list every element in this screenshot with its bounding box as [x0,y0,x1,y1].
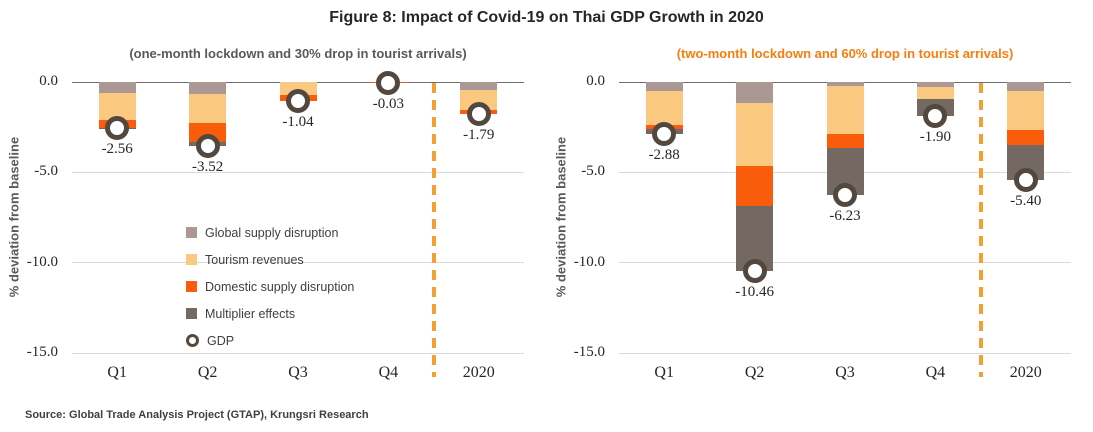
x-axis-label-q4: Q4 [925,364,946,381]
legend-swatch-icon [186,281,197,292]
panel-right-subtitle: (two-month lockdown and 60% drop in tour… [676,46,1014,61]
x-axis-label-q4: Q4 [378,364,399,381]
legend-label: Domestic supply disruption [205,279,355,294]
x-axis-label-q1: Q1 [107,364,127,381]
gdp-marker [195,133,220,158]
gdp-marker [376,70,401,95]
gdp-value-label: -6.23 [829,207,861,224]
bar-segment [645,90,683,125]
bar-segment [1007,91,1045,130]
bar-segment [826,85,864,135]
gdp-value-label: -0.03 [372,95,405,112]
y-tick-label: -5.0 [34,163,58,180]
bar-segment [736,82,774,104]
bar-segment [98,82,136,94]
legend-swatch-icon [186,308,197,319]
x-axis-label-2020: 2020 [462,364,495,381]
source-note: Source: Global Trade Analysis Project (G… [25,409,369,421]
gdp-value-label: -2.56 [101,141,133,158]
gdp-value-label: -1.90 [919,129,952,146]
y-tick-label: -10.0 [26,253,58,270]
separator-dashed-line [978,83,983,377]
x-axis-label-q2: Q2 [197,364,218,381]
bar-segment [1007,82,1045,92]
gdp-value-label: -5.40 [1010,192,1042,209]
bar-segment [189,82,227,95]
bar-segment [460,82,498,90]
gdp-marker [466,102,491,127]
bar-segment [645,82,683,91]
x-axis-label-q1: Q1 [654,364,674,381]
gridline--10.0 [619,262,1071,264]
gridline--10.0 [72,262,524,264]
x-axis-label-q2: Q2 [744,364,765,381]
plot-area-left: -2.56 Q1 -3.52 Q2 -1.04 Q3 -0.03 Q4 -1.79 2020 [72,70,524,381]
gdp-value-label: -1.04 [282,113,314,130]
gdp-marker [1013,167,1038,192]
legend-item-multiplier-effects: Multiplier effects [186,300,354,327]
y-tick-label: 0.0 [586,73,605,89]
gdp-marker [652,122,677,147]
panel-left: (one-month lockdown and 30% drop in tour… [0,0,546,400]
legend-label: Tourism revenues [205,252,304,267]
plot-area-right: -2.88 Q1 -10.46 Q2 -6.23 Q3 -1.90 Q4 -5.40 2020 [619,81,1071,381]
bar-segment [736,103,774,166]
bar-segment [826,134,864,148]
bar-segment [98,93,136,120]
y-tick-label: -5.0 [581,163,605,180]
legend-item-gdp: GDP [186,327,354,354]
gdp-marker [286,88,310,113]
gdp-marker [105,116,130,141]
x-axis-label-q3: Q3 [835,364,855,381]
gridline--5.0 [72,171,524,173]
legend: Global supply disruption Tourism revenues… [186,219,354,354]
bar-segment [189,94,227,124]
gdp-marker [923,104,948,129]
panel-right: (two-month lockdown and 60% drop in tour… [547,0,1093,400]
x-axis-label-2020: 2020 [1009,364,1042,381]
gdp-marker-icon [186,334,199,347]
bar-segment [916,82,954,87]
gdp-value-label: -10.46 [735,283,774,300]
figure-title: Figure 8: Impact of Covid-19 on Thai GDP… [329,9,764,26]
gdp-value-label: -3.52 [191,158,224,175]
bar-segment [736,165,774,206]
legend-item-domestic-supply-disruption: Domestic supply disruption [186,273,354,300]
gridline--15.0 [619,352,1071,354]
legend-label: Multiplier effects [205,306,296,321]
legend-label: Global supply disruption [205,225,339,240]
y-tick-label: 0.0 [39,73,58,89]
y-tick-label: -10.0 [573,253,605,270]
gdp-value-label: -1.79 [463,127,495,144]
legend-swatch-icon [186,254,197,265]
gdp-marker [833,182,857,207]
separator-dashed-line [431,83,436,377]
bar-segment [826,82,864,86]
panel-left-subtitle: (one-month lockdown and 30% drop in tour… [129,46,467,61]
legend-swatch-icon [186,227,197,238]
gridline--15.0 [72,352,524,354]
gdp-marker [742,258,767,283]
bar-segment [916,86,954,99]
legend-item-tourism-revenues: Tourism revenues [186,246,354,273]
y-axis-title-left: % deviation from baseline [6,136,22,298]
x-axis-label-q3: Q3 [288,364,308,381]
y-tick-label: -15.0 [573,344,605,360]
legend-item-global-supply-disruption: Global supply disruption [186,219,354,246]
gdp-value-label: -2.88 [648,147,680,164]
y-axis-title-right: % deviation from baseline [553,136,569,298]
y-tick-label: -15.0 [26,344,58,360]
bar-segment [1007,129,1045,145]
legend-label: GDP [207,333,235,348]
